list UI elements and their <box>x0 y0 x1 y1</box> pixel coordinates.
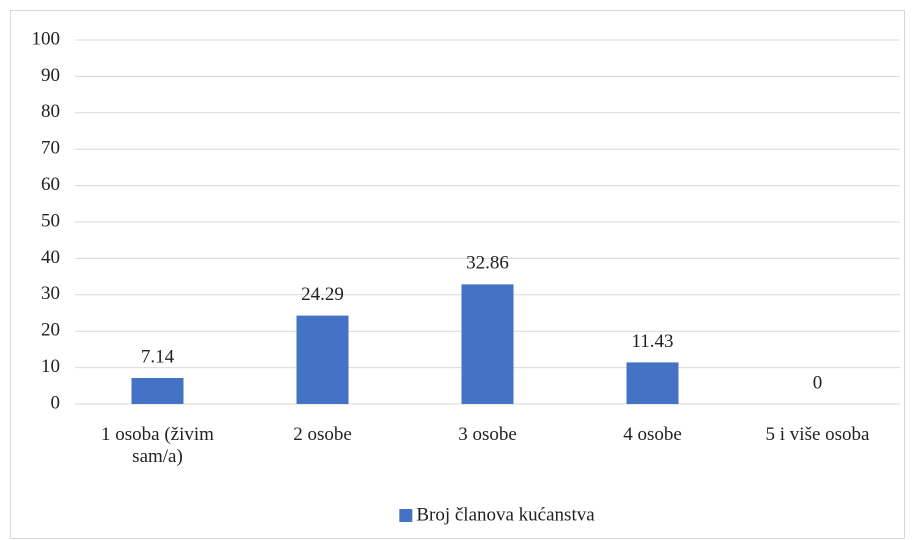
data-label: 24.29 <box>301 284 344 305</box>
bar <box>296 315 349 404</box>
x-tick-label: 1 osoba (živim sam/a) <box>101 424 214 467</box>
x-tick-label: 4 osobe <box>623 424 682 445</box>
y-tick-label: 70 <box>41 138 60 159</box>
y-tick-label: 100 <box>32 28 61 49</box>
y-tick-label: 20 <box>41 320 60 341</box>
legend-label: Broj članova kućanstva <box>416 504 595 525</box>
x-tick-label: 5 i više osoba <box>765 424 870 445</box>
data-label: 0 <box>813 372 823 393</box>
y-tick-label: 90 <box>41 65 60 86</box>
legend-swatch <box>399 509 413 522</box>
data-label: 7.14 <box>141 346 175 367</box>
y-tick-label: 0 <box>51 392 61 413</box>
data-label: 11.43 <box>631 331 673 352</box>
bar <box>626 362 679 404</box>
bar <box>131 378 184 404</box>
x-tick-label: 3 osobe <box>458 424 517 445</box>
y-tick-label: 10 <box>41 356 60 377</box>
bar <box>461 284 514 404</box>
y-tick-label: 50 <box>41 210 60 231</box>
y-tick-label: 40 <box>41 247 60 268</box>
y-tick-label: 30 <box>41 283 60 304</box>
data-label: 32.86 <box>466 253 509 274</box>
x-tick-label: 2 osobe <box>293 424 352 445</box>
y-tick-label: 80 <box>41 101 60 122</box>
y-tick-label: 60 <box>41 174 60 195</box>
chart-border <box>10 10 905 539</box>
